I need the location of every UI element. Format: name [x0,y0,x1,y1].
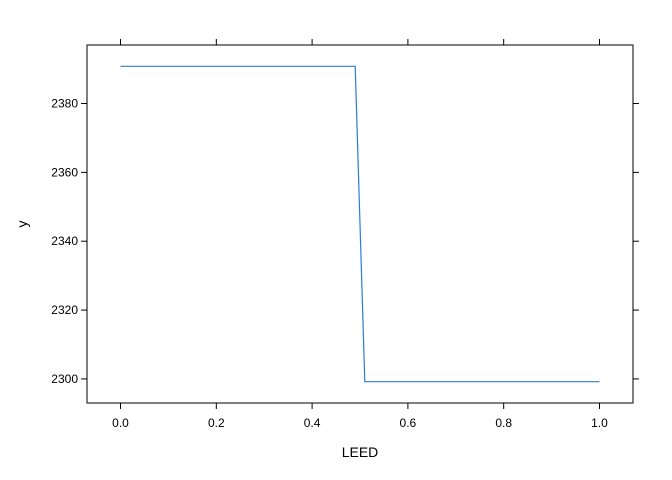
plot-panel-border [86,44,634,404]
x-axis-ticks: 0.0 0.2 0.4 0.6 0.8 1.0 [112,39,608,430]
x-tick-label: 0.8 [495,416,512,430]
y-tick-label: 2380 [51,97,78,111]
y-axis-title: y [14,221,30,228]
x-tick-label: 0.6 [400,416,417,430]
series-layer [120,65,600,383]
y-tick-label: 2320 [51,303,78,317]
x-tick-label: 0.4 [304,416,321,430]
y-axis-ticks: 2300 2320 2340 2360 2380 [51,97,639,386]
y-tick-label: 2300 [51,372,78,386]
x-tick-label: 0.0 [112,416,129,430]
series-line [120,65,600,383]
x-axis-title: LEED [342,444,379,460]
y-tick-label: 2360 [51,165,78,179]
y-tick-label: 2340 [51,234,78,248]
x-tick-label: 0.2 [208,416,225,430]
x-tick-label: 1.0 [591,416,608,430]
